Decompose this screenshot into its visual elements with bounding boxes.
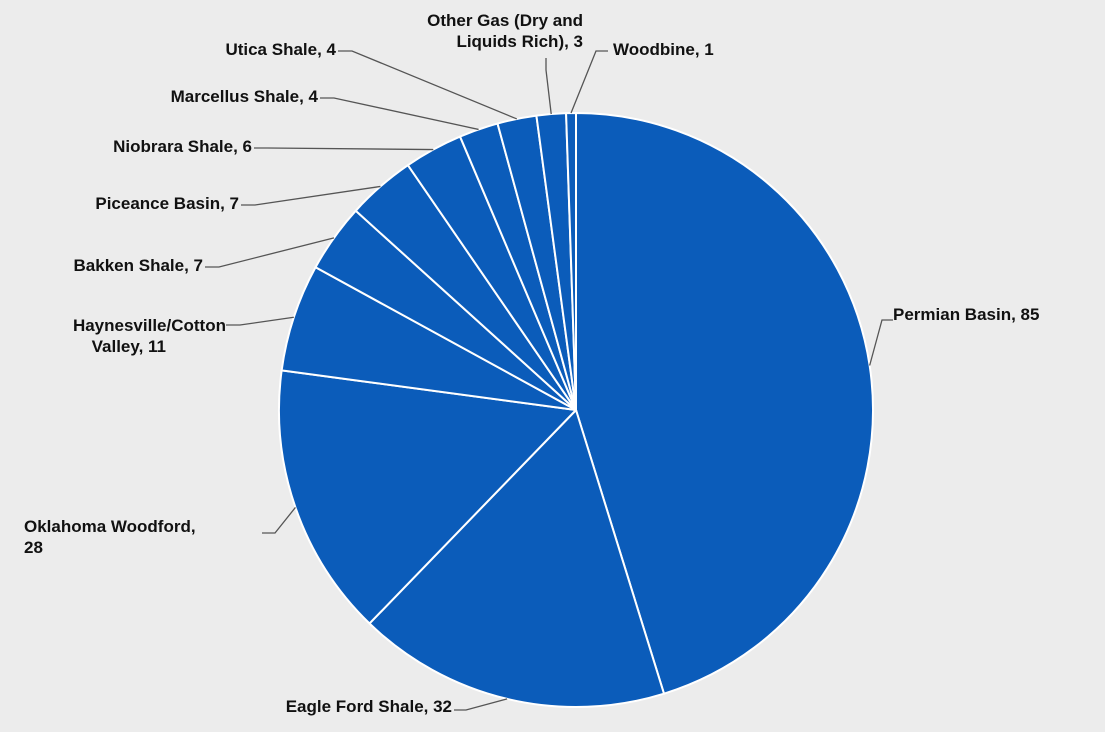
data-label-marcellus-shale: Marcellus Shale, 4 (171, 87, 319, 106)
leader-line-utica-shale (338, 50, 518, 120)
pie-slice-eagle-ford-shale (368, 409, 665, 708)
data-labels-group: Permian Basin, 85 Eagle Ford Shale, 32 Okl… (24, 11, 1039, 716)
data-label-haynesville-cotton-valley: Haynesville/Cotton Valley, 11 (73, 316, 226, 356)
data-label-other-gas-dry-and-liquids-rich: Other Gas (Dry and Liquids Rich), 3 (427, 11, 583, 51)
leader-line-permian-basin (869, 319, 893, 366)
data-label-bakken-shale: Bakken Shale, 7 (74, 256, 203, 275)
data-label-utica-shale: Utica Shale, 4 (225, 40, 336, 59)
leader-line-piceance-basin (241, 185, 381, 206)
leader-line-niobrara-shale (254, 147, 434, 151)
data-label-woodbine: Woodbine, 1 (613, 40, 714, 59)
pie-slice-woodbine (565, 112, 577, 411)
data-label-piceance-basin: Piceance Basin, 7 (95, 194, 239, 213)
leader-line-woodbine (570, 50, 608, 114)
pie-slice-permian-basin (575, 112, 874, 695)
leader-line-other-gas-dry-and-liquids-rich (545, 58, 552, 115)
leader-lines-group (205, 50, 893, 711)
leader-line-haynesville-cotton-valley (226, 316, 294, 326)
leader-line-bakken-shale (205, 237, 335, 268)
data-label-oklahoma-woodford: Oklahoma Woodford, 28 (24, 517, 196, 557)
leader-line-oklahoma-woodford (262, 507, 296, 534)
data-label-eagle-ford-shale: Eagle Ford Shale, 32 (286, 697, 452, 716)
data-label-permian-basin: Permian Basin, 85 (893, 305, 1039, 324)
leader-line-eagle-ford-shale (454, 698, 508, 711)
leader-line-marcellus-shale (320, 97, 479, 131)
slices-group (278, 112, 874, 708)
data-label-niobrara-shale: Niobrara Shale, 6 (113, 137, 252, 156)
